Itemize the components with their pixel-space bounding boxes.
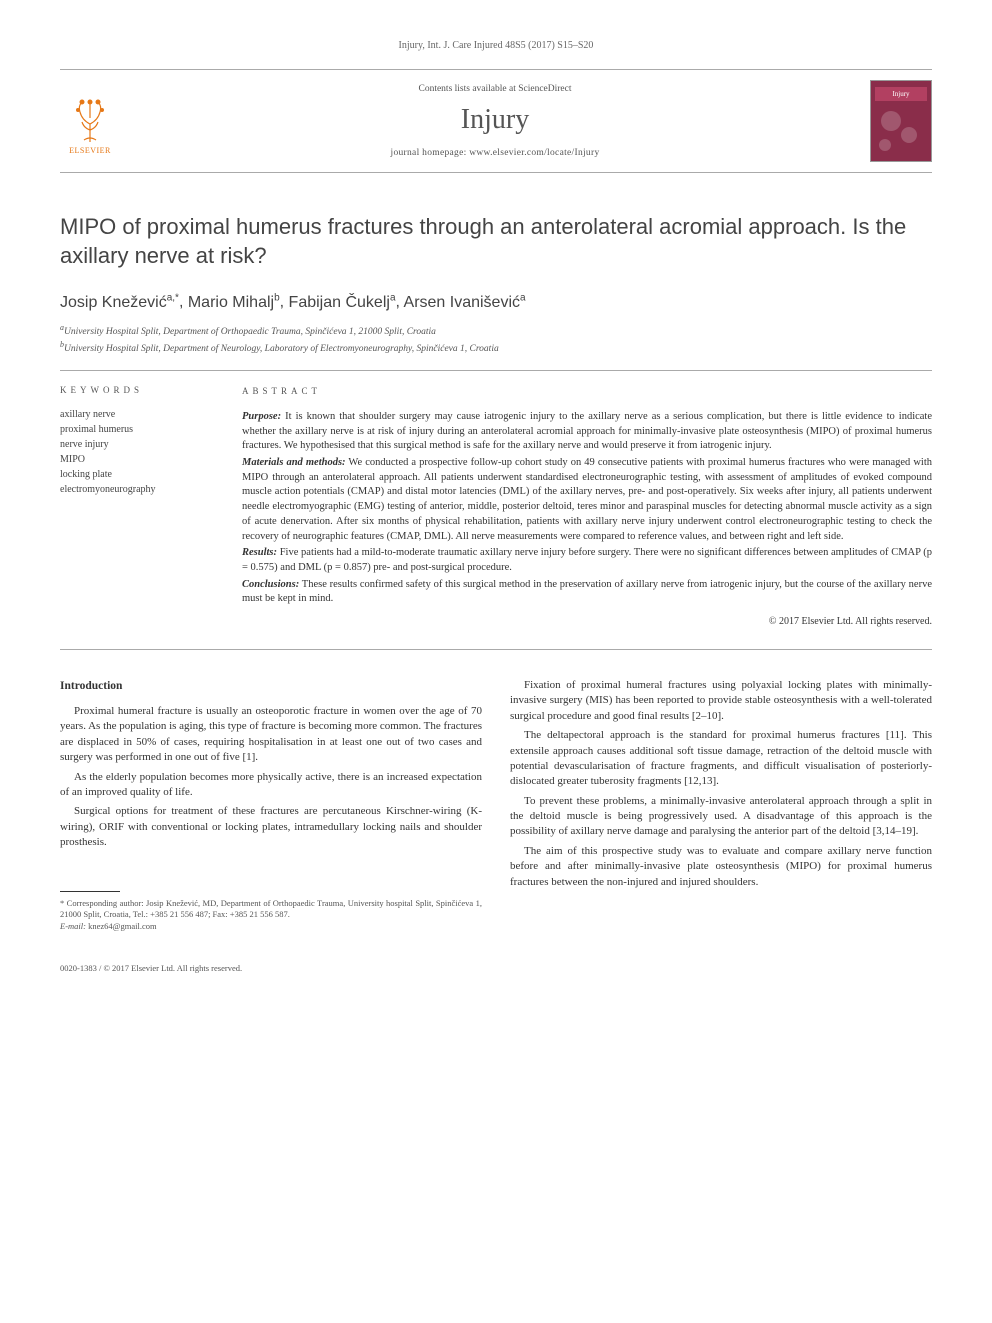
body-para: The aim of this prospective study was to… bbox=[510, 844, 932, 890]
abstract-purpose: Purpose: It is known that shoulder surge… bbox=[242, 410, 932, 454]
keyword: electromyoneurography bbox=[60, 482, 210, 497]
author: Fabijan Čukelja bbox=[289, 294, 396, 311]
keyword: nerve injury bbox=[60, 437, 210, 452]
body-para: Fixation of proximal humeral fractures u… bbox=[510, 678, 932, 724]
running-head: Injury, Int. J. Care Injured 48S5 (2017)… bbox=[60, 40, 932, 51]
body-para: Surgical options for treatment of these … bbox=[60, 804, 482, 850]
publisher-logo: ELSEVIER bbox=[60, 87, 120, 155]
page-footer: 0020-1383 / © 2017 Elsevier Ltd. All rig… bbox=[60, 963, 932, 973]
abstract-label: ABSTRACT bbox=[242, 385, 932, 398]
keyword: proximal humerus bbox=[60, 422, 210, 437]
affiliations: aaUniversity Hospital Split, Department … bbox=[60, 322, 932, 372]
body-para: As the elderly population becomes more p… bbox=[60, 770, 482, 801]
section-heading-introduction: Introduction bbox=[60, 678, 482, 694]
body-para: To prevent these problems, a minimally-i… bbox=[510, 794, 932, 840]
journal-cover-thumb: Injury bbox=[870, 80, 932, 162]
author-email[interactable]: knez64@gmail.com bbox=[88, 921, 157, 931]
abstract-copyright: © 2017 Elsevier Ltd. All rights reserved… bbox=[242, 615, 932, 629]
elsevier-tree-icon bbox=[68, 96, 112, 144]
right-column: Fixation of proximal humeral fractures u… bbox=[510, 678, 932, 933]
journal-name: Injury bbox=[136, 104, 854, 136]
body-text: Introduction Proximal humeral fracture i… bbox=[60, 678, 932, 933]
author: Josip Kneževića,* bbox=[60, 294, 179, 311]
keyword: MIPO bbox=[60, 452, 210, 467]
author: Mario Mihaljb bbox=[188, 294, 280, 311]
abstract-conclusions: Conclusions: These results confirmed saf… bbox=[242, 578, 932, 607]
keyword: axillary nerve bbox=[60, 407, 210, 422]
keyword: locking plate bbox=[60, 467, 210, 482]
footnote-separator bbox=[60, 891, 120, 892]
corresponding-author-footnote: * Corresponding author: Josip Knežević, … bbox=[60, 898, 482, 934]
cover-title: Injury bbox=[875, 87, 927, 101]
contents-available-line: Contents lists available at ScienceDirec… bbox=[136, 84, 854, 94]
abstract-results: Results: Five patients had a mild-to-mod… bbox=[242, 546, 932, 575]
left-column: Introduction Proximal humeral fracture i… bbox=[60, 678, 482, 933]
article-title: MIPO of proximal humerus fractures throu… bbox=[60, 213, 932, 270]
keywords-list: axillary nerve proximal humerus nerve in… bbox=[60, 407, 210, 497]
body-para: The deltapectoral approach is the standa… bbox=[510, 728, 932, 790]
author: Arsen Ivaniševića bbox=[404, 294, 526, 311]
publisher-name: ELSEVIER bbox=[69, 146, 111, 155]
body-para: Proximal humeral fracture is usually an … bbox=[60, 704, 482, 766]
affiliation: bUniversity Hospital Split, Department o… bbox=[60, 339, 932, 356]
affiliation: aaUniversity Hospital Split, Department … bbox=[60, 322, 932, 339]
abstract-methods: Materials and methods: We conducted a pr… bbox=[242, 456, 932, 544]
keywords-label: KEYWORDS bbox=[60, 385, 210, 395]
author-list: Josip Kneževića,*, Mario Mihaljb, Fabija… bbox=[60, 292, 932, 311]
journal-homepage[interactable]: journal homepage: www.elsevier.com/locat… bbox=[136, 148, 854, 158]
journal-masthead: ELSEVIER Contents lists available at Sci… bbox=[60, 69, 932, 173]
